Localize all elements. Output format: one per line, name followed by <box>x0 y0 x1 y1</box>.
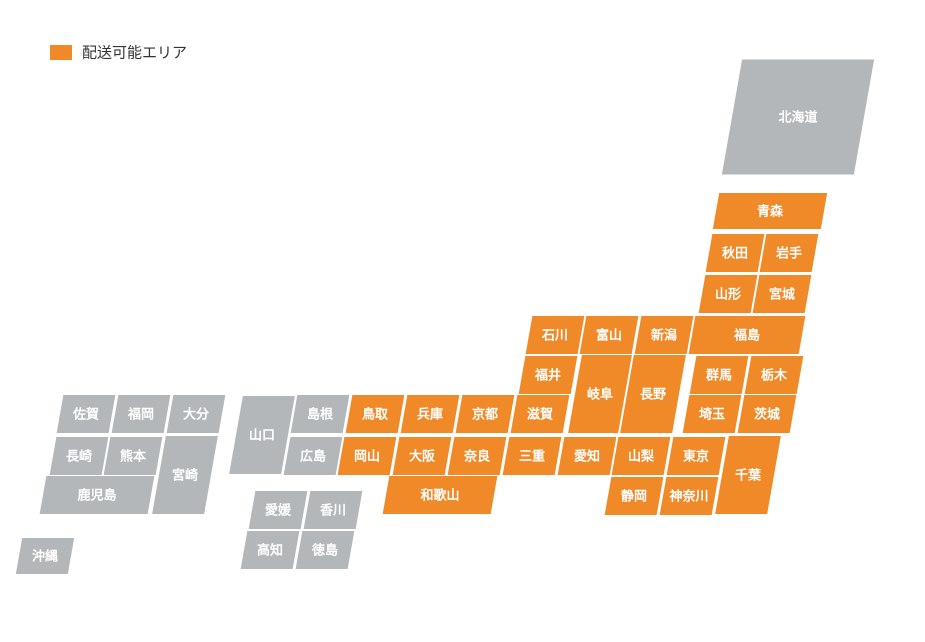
prefecture-label: 熊本 <box>120 449 146 465</box>
prefecture-label: 福島 <box>733 328 760 344</box>
prefecture-tile <box>525 316 585 354</box>
prefecture-label: 埼玉 <box>699 407 725 423</box>
prefecture-label: 高知 <box>257 543 283 559</box>
prefecture-tile <box>666 437 726 475</box>
prefecture-label: 群馬 <box>706 368 732 384</box>
prefecture-tile <box>620 355 686 433</box>
prefecture-label: 徳島 <box>311 543 338 559</box>
prefecture-label: 茨城 <box>754 407 780 423</box>
prefecture-label: 石川 <box>541 329 568 344</box>
prefecture-tile <box>759 234 819 272</box>
legend-swatch <box>50 45 72 60</box>
prefecture-tile <box>166 395 226 433</box>
prefecture-tile <box>455 395 515 433</box>
prefecture-tile <box>392 437 452 475</box>
prefecture-tile <box>248 491 308 529</box>
prefecture-tile <box>56 395 116 433</box>
prefecture-label: 和歌山 <box>420 488 459 504</box>
prefecture-label: 島根 <box>307 407 334 423</box>
prefecture-tile <box>705 234 765 272</box>
prefecture-label: 兵庫 <box>417 407 443 423</box>
prefecture-label: 静岡 <box>621 489 647 505</box>
prefecture-tile <box>712 193 828 229</box>
prefecture-tile <box>682 395 742 433</box>
prefecture-label: 滋賀 <box>527 407 553 423</box>
prefecture-label: 山形 <box>715 287 741 303</box>
prefecture-label: 大阪 <box>409 449 436 465</box>
prefecture-tile <box>15 538 75 574</box>
prefecture-tile <box>752 275 812 313</box>
prefecture-tile <box>290 395 350 433</box>
prefecture-tile <box>579 316 639 354</box>
prefecture-label: 愛知 <box>574 449 600 465</box>
prefecture-tile <box>502 437 562 475</box>
prefecture-tile <box>518 356 578 394</box>
prefecture-label: 佐賀 <box>72 407 99 423</box>
prefecture-label: 千葉 <box>735 468 762 484</box>
prefecture-label: 香川 <box>319 503 346 519</box>
prefecture-label: 三重 <box>519 449 545 465</box>
prefecture-tile <box>152 436 218 514</box>
prefecture-label: 福岡 <box>127 407 154 423</box>
prefecture-tile <box>303 491 363 529</box>
prefecture-label: 広島 <box>300 449 326 465</box>
prefecture-label: 神奈川 <box>669 489 708 505</box>
prefecture-tile <box>295 531 355 569</box>
prefecture-label: 東京 <box>683 449 709 465</box>
prefecture-tile <box>111 395 171 433</box>
prefecture-label: 京都 <box>472 407 498 423</box>
prefecture-label: 沖縄 <box>32 549 58 565</box>
prefecture-label: 秋田 <box>722 246 748 262</box>
prefecture-label: 長野 <box>640 388 666 403</box>
prefecture-label: 愛媛 <box>265 503 292 519</box>
prefecture-label: 大分 <box>183 407 209 423</box>
prefecture-tile <box>659 477 719 515</box>
prefecture-tile <box>698 275 758 313</box>
prefecture-tile <box>689 356 749 394</box>
prefecture-tile <box>510 395 570 433</box>
prefecture-label: 奈良 <box>463 449 490 465</box>
prefecture-label: 鳥取 <box>362 407 389 423</box>
prefecture-label: 岡山 <box>354 449 380 465</box>
prefecture-tile <box>229 396 295 474</box>
prefecture-tile <box>382 476 498 514</box>
prefecture-tile <box>634 316 694 354</box>
prefecture-tile <box>611 437 671 475</box>
prefecture-label: 宮城 <box>769 287 795 303</box>
prefecture-label: 新潟 <box>651 328 677 344</box>
prefecture-label: 福井 <box>534 368 561 384</box>
prefecture-label: 北海道 <box>778 110 817 126</box>
prefecture-tile <box>447 437 507 475</box>
prefecture-tile <box>49 437 109 475</box>
prefecture-label: 岐阜 <box>587 387 613 403</box>
prefecture-label: 山梨 <box>628 449 655 465</box>
prefecture-tile <box>568 355 632 433</box>
prefecture-tile <box>103 437 163 475</box>
prefecture-tile <box>345 395 405 433</box>
prefecture-tile <box>39 476 155 514</box>
prefecture-label: 長崎 <box>66 449 92 465</box>
prefecture-tile <box>737 395 797 433</box>
prefecture-label: 青森 <box>757 204 784 220</box>
prefecture-tile <box>721 59 875 175</box>
prefecture-label: 岩手 <box>775 246 802 262</box>
prefecture-tile <box>715 436 781 514</box>
legend-label: 配送可能エリア <box>82 44 187 62</box>
prefecture-tile <box>337 437 397 475</box>
prefecture-tile <box>688 316 806 354</box>
prefecture-tile <box>557 437 617 475</box>
prefecture-label: 栃木 <box>761 368 788 384</box>
prefecture-tile <box>283 437 343 475</box>
prefecture-label: 鹿児島 <box>77 488 116 504</box>
prefecture-tile <box>744 356 804 394</box>
prefecture-tile <box>604 477 664 515</box>
prefecture-tile <box>400 395 460 433</box>
prefecture-label: 宮崎 <box>172 468 198 484</box>
prefecture-label: 山口 <box>249 428 275 444</box>
prefecture-label: 富山 <box>596 328 622 344</box>
prefecture-tile <box>240 531 300 569</box>
